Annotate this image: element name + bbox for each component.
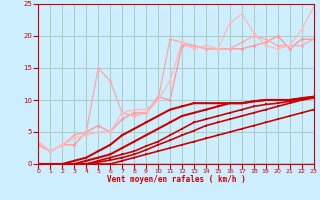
X-axis label: Vent moyen/en rafales ( km/h ): Vent moyen/en rafales ( km/h ) (107, 175, 245, 184)
